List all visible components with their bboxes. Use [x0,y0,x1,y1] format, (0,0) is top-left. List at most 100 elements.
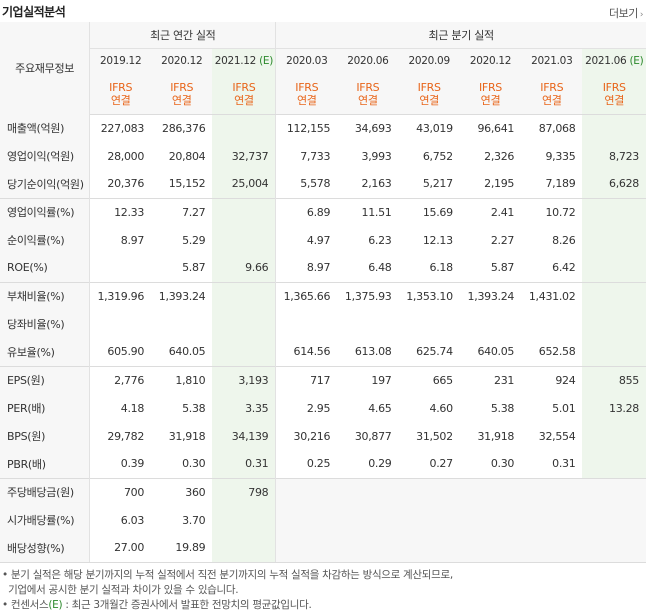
table-cell: 87,068 [538,121,576,135]
table-row: PER(배) 4.18 5.38 3.35 2.95 4.65 4.60 5.38 5.01 13… [0,394,646,422]
table-cell [275,506,338,534]
row-label: BPS(원) [0,422,91,450]
table-cell: 19.89 [151,534,213,563]
table-cell: 112,155 [286,121,331,135]
row-label: 시가배당률(%) [0,506,91,534]
table-cell: 3,193 [212,365,277,394]
table-row: 배당성향(%) 27.00 19.89 [0,534,646,563]
financial-table: 주요재무정보 최근 연간 실적 최근 분기 실적 2019.12 2020.12 2… [0,22,646,563]
table-row: 순이익률(%) 8.97 5.29 4.97 6.23 12.13 2.27 8.26 [0,226,646,254]
table-cell: 12.33 [89,197,152,226]
table-cell [398,506,460,534]
table-row: 시가배당률(%) 6.03 3.70 [0,506,646,534]
basis-standard: IFRS [356,80,380,94]
more-link[interactable]: 더보기 › [609,5,644,21]
table-cell: 5.87 [490,261,515,275]
table-cell: 855 [582,365,646,394]
table-cell: 31,918 [477,429,515,443]
row-label: 매출액(억원) [0,114,91,142]
period-label: 2019.12 [100,55,142,68]
row-label: 주당배당금(원) [0,477,91,506]
chevron-right-icon: › [639,10,644,20]
table-cell: 29,782 [107,429,145,443]
table-cell: 9,335 [545,149,576,163]
period-header: 2020.03 [275,48,338,74]
table-cell: 4.60 [429,401,454,415]
table-cell: 1,393.24 [151,281,213,310]
table-cell: 4.65 [368,401,392,415]
table-cell: 2,776 [89,365,152,394]
period-header: 2021.06 (E) [582,48,646,74]
period-header: 2020.06 [337,48,399,74]
footnote-2: • 컨센서스(E) : 최근 3개월간 증권사에서 발표한 전망치의 평균값입니… [2,598,642,613]
table-cell: 7,189 [545,177,576,191]
table-cell: 1,353.10 [398,281,460,310]
table-cell: 1,365.66 [275,281,338,310]
basis-header: IFRS 연결 [89,74,152,115]
table-cell [212,197,277,226]
table-row: ROE(%) 5.87 9.66 8.97 6.48 6.18 5.87 6.42 [0,254,646,282]
table-cell: 4.18 [120,401,145,415]
table-cell: 614.56 [293,345,331,359]
table-cell [212,338,277,366]
table-cell: 5,578 [300,177,331,191]
table-cell: 1,431.02 [521,281,583,310]
period-header: 2020.12 [459,48,522,74]
footnote-1: • 분기 실적은 해당 분기까지의 누적 실적에서 직전 분기까지의 누적 실적… [2,569,453,581]
table-cell: 0.31 [212,450,277,478]
table-cell: 2,326 [484,149,515,163]
period-header: 2020.09 [398,48,460,74]
footnote-1-cont: 기업에서 공시한 분기 실적과 차이가 있을 수 있습니다. [2,584,239,596]
table-cell: 8.97 [120,233,145,247]
table-cell [582,226,646,254]
table-cell: 0.25 [306,457,331,471]
table-cell: 6.23 [368,233,392,247]
basis-standard: IFRS [602,80,626,94]
table-cell: 286,376 [162,121,206,135]
table-row: 부채비율(%) 1,319.96 1,393.24 1,365.66 1,375.93 1… [0,281,646,310]
basis-scope: 연결 [234,93,254,107]
basis-standard: IFRS [109,80,133,94]
row-label: 영업이익(억원) [0,142,91,170]
table-cell: 924 [521,365,583,394]
table-cell: 197 [337,365,399,394]
table-cell: 8,723 [582,142,646,170]
period-label: 2020.06 [347,55,389,68]
basis-scope: 연결 [480,93,501,107]
basis-scope: 연결 [110,93,131,107]
corner-label: 주요재무정보 [0,22,91,114]
basis-scope: 연결 [171,93,192,107]
period-label: 2021.03 [531,55,573,68]
row-label: 순이익률(%) [0,226,91,254]
table-cell: 15,152 [168,177,206,191]
period-header: 2021.12 (E) [212,48,277,74]
table-cell: 6.18 [429,261,454,275]
table-cell [212,281,277,310]
row-label: 영업이익률(%) [0,197,91,226]
table-cell: 613.08 [354,345,392,359]
table-cell: 6.48 [368,261,392,275]
section-title: 기업실적분석 [2,5,66,19]
period-label: 2020.12 [161,55,203,68]
table-row: 당기순이익(억원) 20,376 15,152 25,004 5,578 2,163 5,2… [0,170,646,198]
table-cell: 665 [398,365,460,394]
table-cell: 32,554 [538,429,576,443]
table-cell [337,310,398,338]
footnote-2-prefix: • 컨센서스 [2,599,49,611]
more-label[interactable]: 더보기 [609,7,638,20]
table-cell: 5.01 [552,401,576,415]
table-cell: 7,733 [300,149,331,163]
row-label: EPS(원) [0,365,91,394]
table-cell [275,477,338,506]
table-cell [582,477,646,506]
table-cell: 3.35 [212,394,277,422]
table-cell: 32,737 [212,142,277,170]
table-cell: 5.38 [490,401,515,415]
basis-header: IFRS 연결 [582,74,646,115]
table-row: 매출액(억원) 227,083 286,376 112,155 34,693 43,019… [0,114,646,142]
table-cell [521,477,583,506]
table-cell: 625.74 [416,345,453,359]
basis-header: IFRS 연결 [212,74,277,115]
table-cell: 0.39 [120,457,145,471]
table-cell: 1,393.24 [459,281,522,310]
